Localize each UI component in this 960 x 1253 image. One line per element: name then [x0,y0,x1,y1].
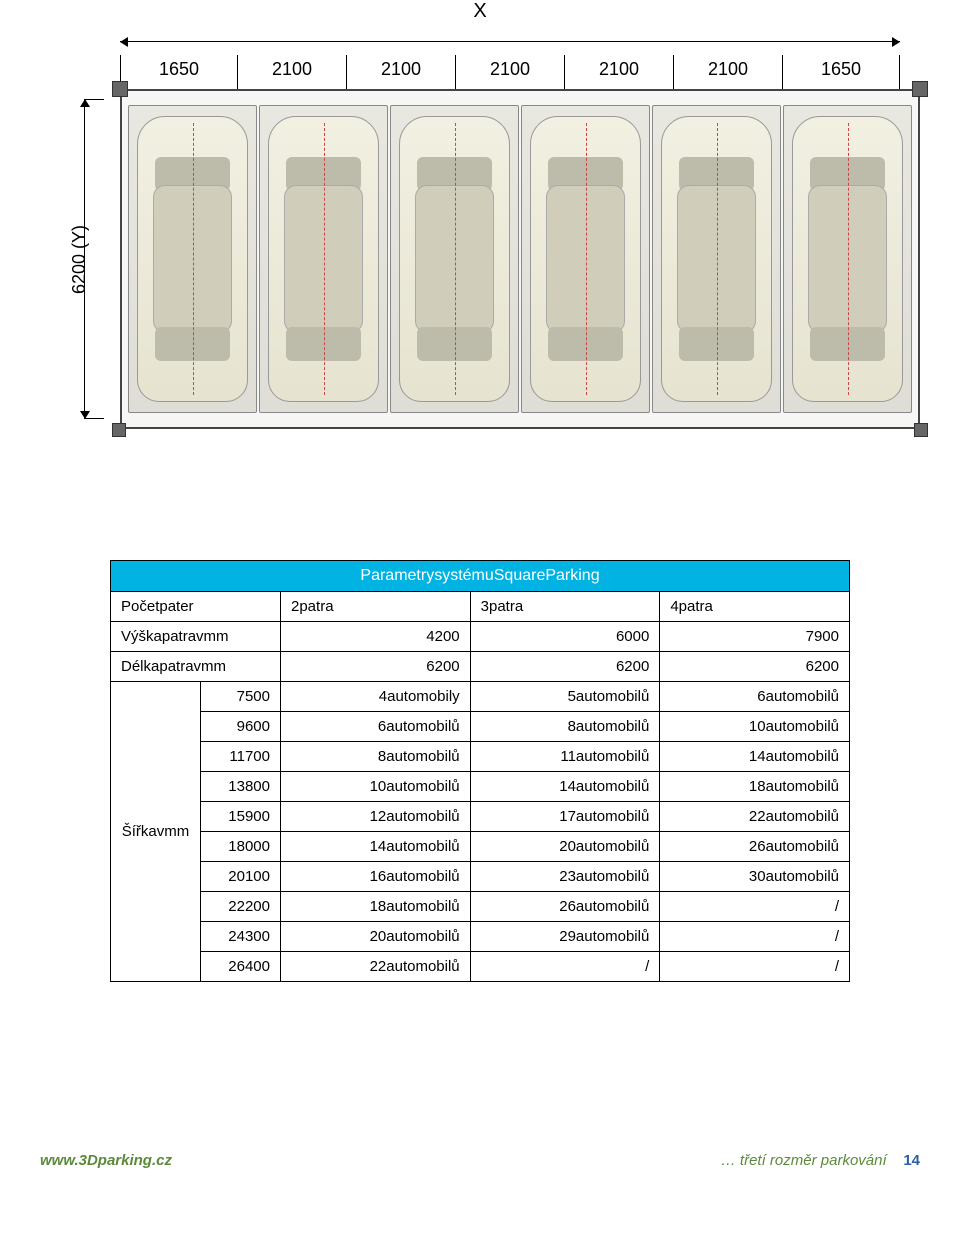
car-icon [399,116,510,402]
col-2patra: 2patra [281,592,471,622]
cell-length-3p: 6200 [470,652,660,682]
table-row: Šířkavmm75004automobily5automobilů6autom… [111,682,850,712]
diagram-dim-x: 1650210021002100210021001650 [120,29,900,89]
cell-capacity: 12automobilů [281,802,471,832]
cell-capacity: 4automobily [281,682,471,712]
cell-capacity: 10automobilů [281,772,471,802]
cell-capacity: 14automobilů [281,832,471,862]
cell-height-3p: 6000 [470,622,660,652]
cell-capacity: 14automobilů [470,772,660,802]
cell-capacity: 18automobilů [281,892,471,922]
footer-tagline: … třetí rozměr parkování [721,1152,887,1169]
parking-rig [120,89,920,429]
cell-width-value: 15900 [201,802,281,832]
cell-width-label: Šířkavmm [111,682,201,982]
car-icon [661,116,772,402]
dim-segment: 2100 [237,55,346,89]
cell-capacity: 22automobilů [660,802,850,832]
col-4patra: 4patra [660,592,850,622]
col-3patra: 3patra [470,592,660,622]
page-footer: www.3Dparking.cz … třetí rozměr parkován… [0,1012,960,1189]
parking-bay [259,105,388,413]
dim-segment: 2100 [455,55,564,89]
cell-capacity: 17automobilů [470,802,660,832]
cell-width-value: 24300 [201,922,281,952]
dim-segment: 2100 [564,55,673,89]
table-row: 2640022automobilů// [111,952,850,982]
table-header-row: Početpater 2patra 3patra 4patra [111,592,850,622]
cell-capacity: 29automobilů [470,922,660,952]
table-row: 117008automobilů11automobilů14automobilů [111,742,850,772]
parking-bay [128,105,257,413]
row-height: Výškapatravmm 4200 6000 7900 [111,622,850,652]
cell-width-value: 9600 [201,712,281,742]
dim-segment: 2100 [346,55,455,89]
cell-length-2p: 6200 [281,652,471,682]
car-icon [268,116,379,402]
cell-width-value: 13800 [201,772,281,802]
cell-capacity: 26automobilů [660,832,850,862]
cell-capacity: 23automobilů [470,862,660,892]
cell-capacity: 26automobilů [470,892,660,922]
cell-capacity: 5automobilů [470,682,660,712]
cell-capacity: 22automobilů [281,952,471,982]
cell-capacity: 20automobilů [281,922,471,952]
cell-height-4p: 7900 [660,622,850,652]
parameters-table: ParametrysystémuSquareParking Početpater… [110,560,850,982]
cell-width-value: 7500 [201,682,281,712]
diagram-dim-y: 6200 (Y) [40,89,120,429]
cell-height-2p: 4200 [281,622,471,652]
cell-length-label: Délkapatravmm [111,652,281,682]
cell-capacity: 8automobilů [281,742,471,772]
table-row: 96006automobilů8automobilů10automobilů [111,712,850,742]
cell-capacity: / [470,952,660,982]
parking-diagram: X 1650210021002100210021001650 6200 (Y) [40,0,920,480]
dim-segment: 1650 [120,55,237,89]
table-row: 1800014automobilů20automobilů26automobil… [111,832,850,862]
cell-height-label: Výškapatravmm [111,622,281,652]
dim-segment: 1650 [782,55,900,89]
cell-capacity: 10automobilů [660,712,850,742]
cell-width-value: 11700 [201,742,281,772]
cell-length-4p: 6200 [660,652,850,682]
dim-segment: 2100 [673,55,782,89]
row-length: Délkapatravmm 6200 6200 6200 [111,652,850,682]
cell-capacity: 20automobilů [470,832,660,862]
table-row: 2430020automobilů29automobilů/ [111,922,850,952]
parking-bay [783,105,912,413]
parking-bay [652,105,781,413]
table-row: 1380010automobilů14automobilů18automobil… [111,772,850,802]
cell-width-value: 26400 [201,952,281,982]
parking-bay [390,105,519,413]
footer-url: www.3Dparking.cz [40,1152,172,1169]
cell-capacity: / [660,952,850,982]
cell-capacity: / [660,892,850,922]
cell-capacity: 30automobilů [660,862,850,892]
cell-capacity: 6automobilů [281,712,471,742]
car-icon [137,116,248,402]
parking-bay [521,105,650,413]
car-icon [792,116,903,402]
car-icon [530,116,641,402]
cell-capacity: 6automobilů [660,682,850,712]
table-row: 2220018automobilů26automobilů/ [111,892,850,922]
col-pocetpater: Početpater [111,592,281,622]
footer-page-number: 14 [903,1152,920,1169]
table-row: 2010016automobilů23automobilů30automobil… [111,862,850,892]
cell-capacity: / [660,922,850,952]
cell-capacity: 11automobilů [470,742,660,772]
diagram-x-label: X [40,0,920,23]
cell-width-value: 20100 [201,862,281,892]
cell-capacity: 14automobilů [660,742,850,772]
cell-capacity: 8automobilů [470,712,660,742]
cell-capacity: 16automobilů [281,862,471,892]
cell-width-value: 18000 [201,832,281,862]
table-title: ParametrysystémuSquareParking [111,561,850,592]
cell-capacity: 18automobilů [660,772,850,802]
table-row: 1590012automobilů17automobilů22automobil… [111,802,850,832]
diagram-y-label: 6200 (Y) [69,224,90,293]
cell-width-value: 22200 [201,892,281,922]
